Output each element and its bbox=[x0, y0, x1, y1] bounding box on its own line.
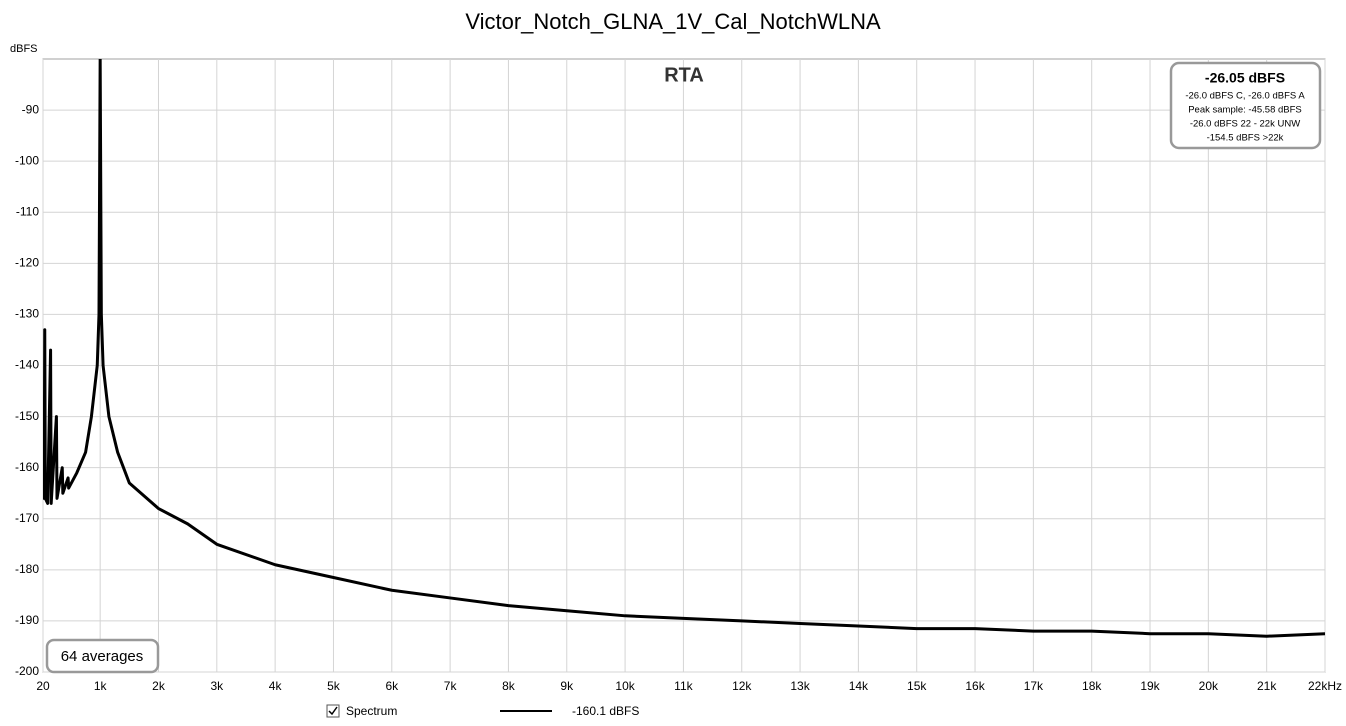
x-tick-label: 14k bbox=[849, 679, 869, 693]
x-tick-label: 10k bbox=[615, 679, 635, 693]
chart-title: Victor_Notch_GLNA_1V_Cal_NotchWLNA bbox=[465, 9, 881, 34]
y-tick-label: -100 bbox=[15, 153, 39, 167]
x-tick-label: 6k bbox=[385, 679, 399, 693]
y-tick-label: -130 bbox=[15, 307, 39, 321]
x-tick-label: 13k bbox=[790, 679, 810, 693]
x-tick-label: 19k bbox=[1140, 679, 1160, 693]
x-tick-label: 22kHz bbox=[1308, 679, 1342, 693]
info-line: -26.0 dBFS C, -26.0 dBFS A bbox=[1185, 91, 1305, 102]
legend-checkbox[interactable] bbox=[326, 704, 340, 718]
spectrum-line bbox=[43, 59, 1325, 638]
x-tick-label: 18k bbox=[1082, 679, 1102, 693]
averages-box bbox=[45, 638, 160, 674]
averages-note: 64 averages bbox=[61, 648, 144, 665]
x-tick-label: 20 bbox=[36, 679, 50, 693]
info-line: -154.5 dBFS >22k bbox=[1207, 133, 1284, 144]
y-tick-label: -160 bbox=[15, 460, 39, 474]
y-tick-label: -90 bbox=[22, 102, 40, 116]
legend-readout: -160.1 dBFS bbox=[572, 704, 639, 718]
x-tick-label: 20k bbox=[1199, 679, 1219, 693]
legend-label: Spectrum bbox=[346, 704, 397, 718]
x-tick-label: 7k bbox=[444, 679, 458, 693]
x-tick-label: 16k bbox=[965, 679, 985, 693]
info-line: -26.0 dBFS 22 - 22k UNW bbox=[1190, 119, 1300, 130]
x-tick-label: 11k bbox=[674, 679, 693, 693]
x-tick-label: 17k bbox=[1024, 679, 1044, 693]
checkmark bbox=[328, 706, 338, 716]
x-tick-label: 8k bbox=[502, 679, 516, 693]
y-tick-label: -200 bbox=[15, 664, 39, 678]
info-line: Peak sample: -45.58 dBFS bbox=[1188, 105, 1302, 116]
y-tick-label: -140 bbox=[15, 358, 39, 372]
y-tick-label: -190 bbox=[15, 613, 39, 627]
info-box bbox=[1169, 61, 1322, 150]
y-axis-label: dBFS bbox=[10, 43, 38, 55]
x-tick-label: 12k bbox=[732, 679, 752, 693]
x-tick-label: 15k bbox=[907, 679, 927, 693]
y-tick-label: -170 bbox=[15, 511, 39, 525]
x-tick-label: 21k bbox=[1257, 679, 1277, 693]
x-tick-label: 4k bbox=[269, 679, 283, 693]
y-tick-label: -180 bbox=[15, 562, 39, 576]
plot-subtitle: RTA bbox=[664, 64, 704, 86]
x-tick-label: 1k bbox=[94, 679, 108, 693]
y-tick-label: -150 bbox=[15, 409, 39, 423]
y-tick-label: -110 bbox=[16, 204, 39, 218]
x-tick-label: 9k bbox=[560, 679, 574, 693]
x-tick-label: 5k bbox=[327, 679, 341, 693]
x-tick-label: 2k bbox=[152, 679, 166, 693]
x-tick-label: 3k bbox=[210, 679, 224, 693]
y-tick-label: -120 bbox=[15, 256, 39, 270]
info-headline: -26.05 dBFS bbox=[1205, 70, 1285, 86]
